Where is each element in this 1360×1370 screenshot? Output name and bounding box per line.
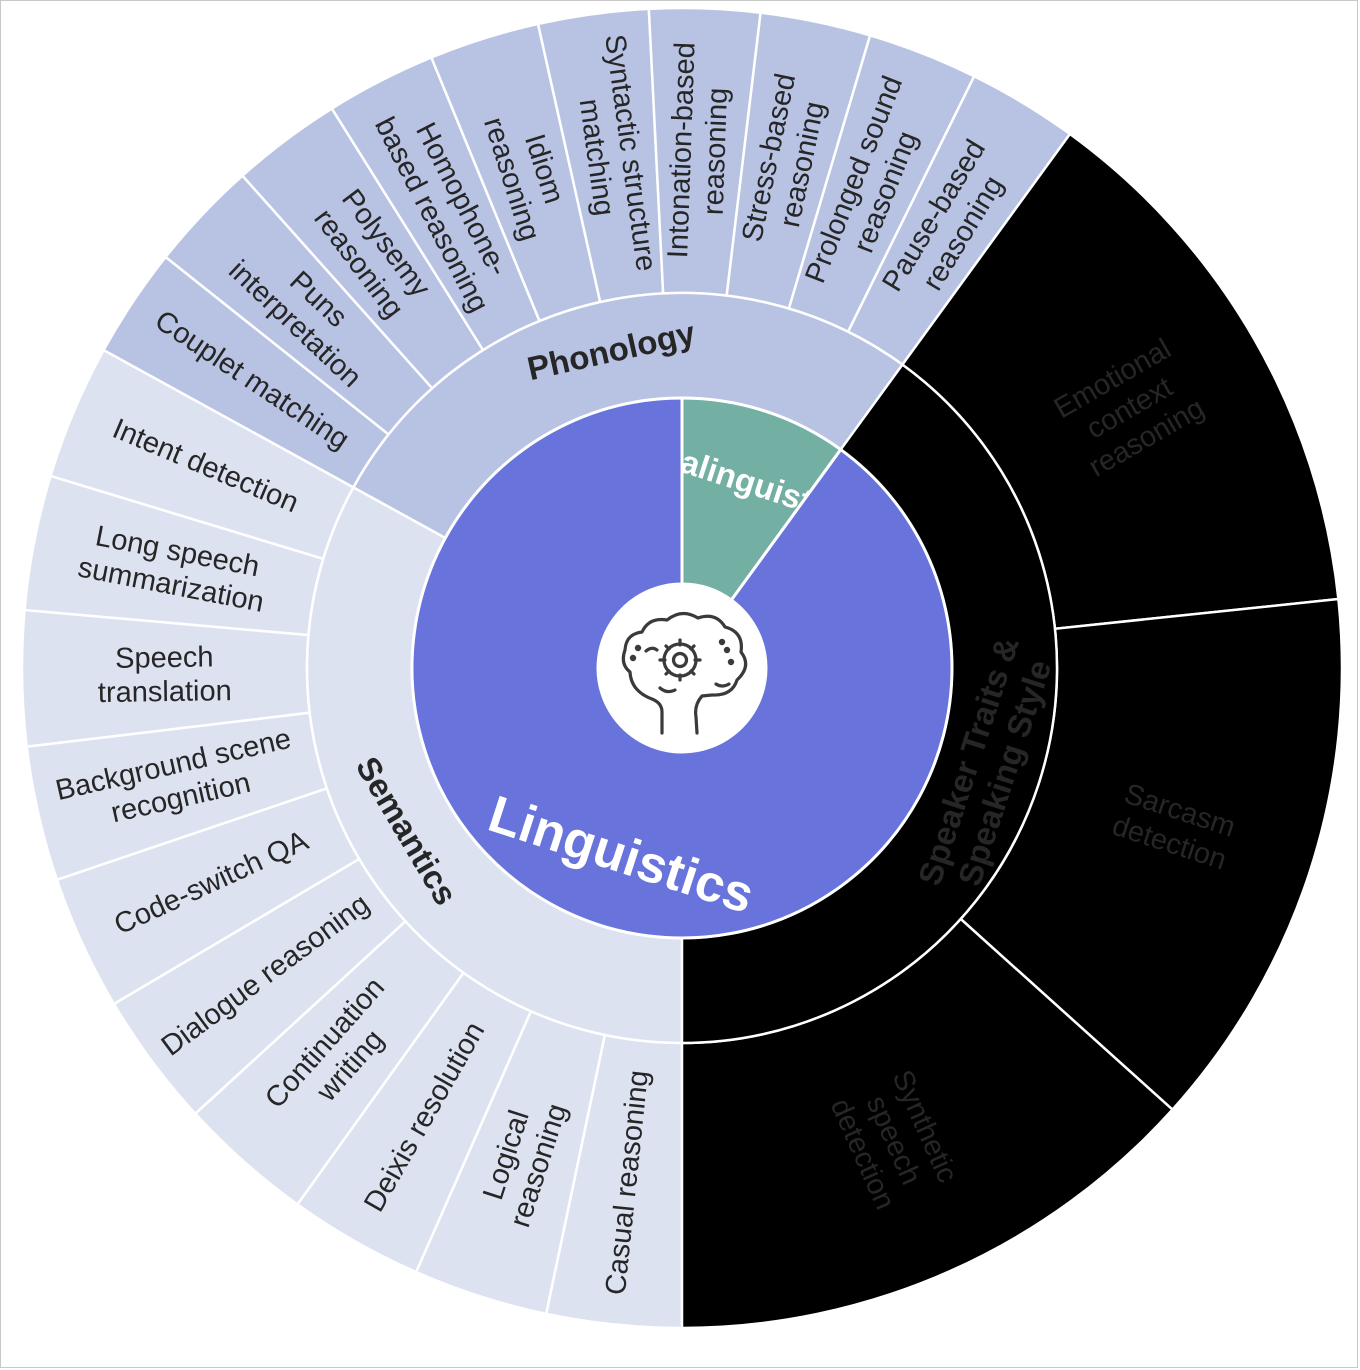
leaf-label-line: Speech	[115, 641, 214, 675]
leaf-label-intonation-based-reasoning: Intonation-basedreasoning	[662, 42, 735, 260]
leaf-label-line: reasoning	[697, 87, 733, 215]
leaf-label-line: Intonation-based	[662, 42, 701, 259]
brain-gear-icon	[621, 611, 748, 735]
center-hub	[598, 584, 766, 752]
leaf-label-speech-translation: Speechtranslation	[97, 641, 232, 709]
leaf-label-line: translation	[98, 675, 232, 709]
center-circle	[598, 584, 766, 752]
